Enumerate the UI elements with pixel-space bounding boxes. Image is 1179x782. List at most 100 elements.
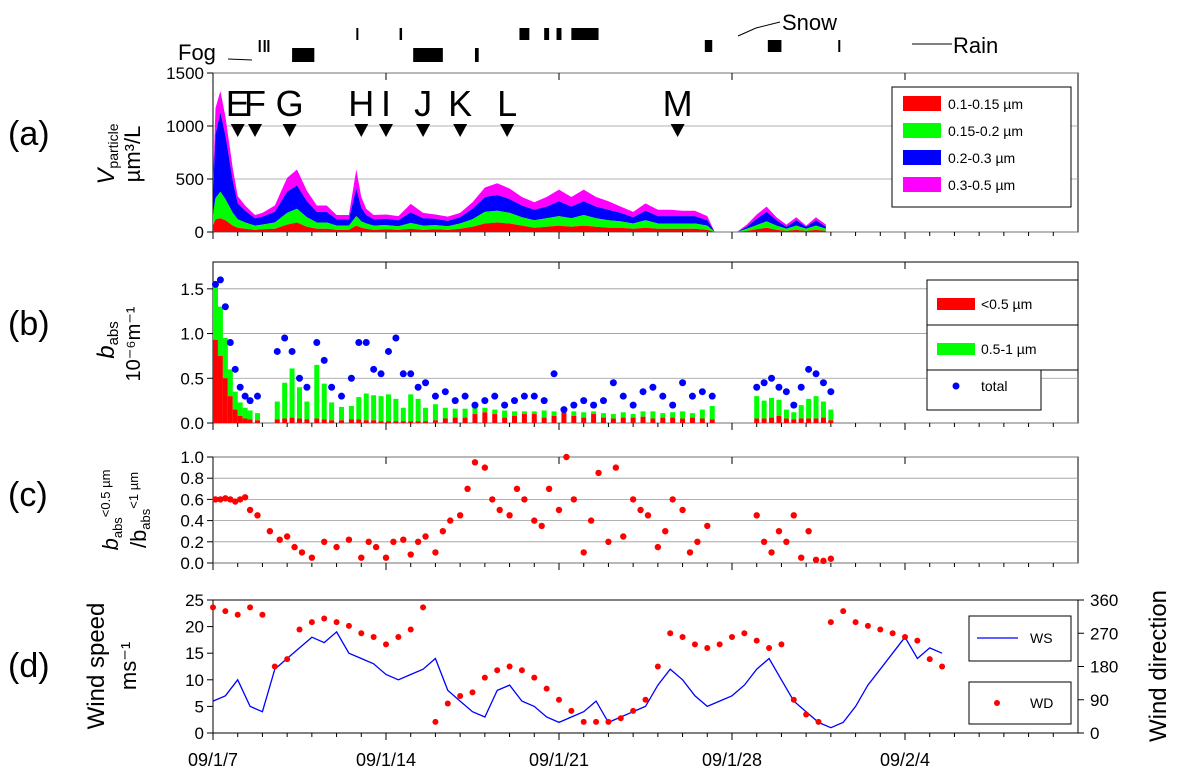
y2-tick-label: 0 xyxy=(1090,724,1099,743)
panel-label: (c) xyxy=(8,476,48,514)
bar-0.5-1um xyxy=(393,398,399,422)
bar-lt-0.5um xyxy=(227,396,233,423)
point-wind-direction xyxy=(259,611,266,618)
y-tick-label: 10 xyxy=(185,671,204,690)
point-ratio xyxy=(538,522,545,530)
point-ratio xyxy=(686,549,694,556)
point-ratio xyxy=(439,528,447,535)
legend-label: <0.5 µm xyxy=(981,296,1032,312)
bar-0.5-1um xyxy=(363,393,369,421)
bar-0.5-1um xyxy=(217,306,223,356)
point-ratio xyxy=(246,506,254,514)
weather-event-fog xyxy=(356,28,359,40)
point-wind-direction xyxy=(234,611,241,618)
bar-lt-0.5um xyxy=(776,415,782,423)
bar-lt-0.5um xyxy=(348,419,354,423)
point-ratio xyxy=(241,494,249,501)
bar-0.5-1um xyxy=(385,394,391,422)
weather-event-fog xyxy=(556,28,562,40)
area-series-2 xyxy=(213,112,826,232)
panel-a: 0 500 1000 1500 EF G H I J K L M 0.1-0.15 µm 0.15-0.2… xyxy=(8,64,1079,242)
point-wind-direction xyxy=(580,718,587,725)
bar-0.5-1um xyxy=(232,391,238,410)
bar-0.5-1um xyxy=(289,368,295,418)
bar-lt-0.5um xyxy=(314,418,320,423)
point-total xyxy=(619,392,627,400)
point-total xyxy=(827,388,835,396)
point-ratio xyxy=(471,459,479,466)
point-ratio xyxy=(775,528,783,535)
point-total xyxy=(303,383,311,391)
point-ratio xyxy=(644,512,652,519)
bar-lt-0.5um xyxy=(541,417,547,423)
x-tick-label: 09/1/21 xyxy=(529,750,589,770)
point-wind-direction xyxy=(593,718,600,725)
point-wind-direction xyxy=(889,630,896,637)
area-series-3 xyxy=(213,91,826,232)
point-total xyxy=(407,370,415,378)
plot-frame xyxy=(212,456,1079,564)
bar-0.5-1um xyxy=(304,401,310,420)
point-wind-direction xyxy=(827,619,834,626)
point-ratio xyxy=(365,538,372,545)
event-letter: G xyxy=(276,83,304,124)
point-ratio xyxy=(212,496,219,503)
x-tick-labels: 09/1/7 09/1/14 09/1/21 09/1/28 09/2/4 xyxy=(188,750,930,770)
event-marker-triangle xyxy=(230,124,245,137)
point-total xyxy=(338,392,346,400)
bar-0.5-1um xyxy=(242,407,248,419)
point-ratio xyxy=(620,533,627,540)
bar-0.5-1um xyxy=(400,407,406,422)
bar-lt-0.5um xyxy=(820,417,826,423)
y-tick-label: 1500 xyxy=(166,64,204,83)
bar-lt-0.5um xyxy=(304,419,310,423)
point-total xyxy=(392,334,400,342)
panel-d: 0 5 10 15 20 25 0 90 180 270 360 WS WD (d) Wind speed m… xyxy=(8,590,1172,743)
point-total xyxy=(231,365,239,373)
legend-swatch xyxy=(937,298,975,310)
y-axis-label: Vparticle xyxy=(93,123,121,184)
bar-0.5-1um xyxy=(415,398,421,422)
point-ratio xyxy=(382,554,390,561)
point-wind-direction xyxy=(543,685,550,692)
bar-lt-0.5um xyxy=(212,339,218,423)
point-ratio xyxy=(820,557,827,565)
point-ratio xyxy=(612,464,620,471)
bar-lt-0.5um xyxy=(502,417,508,423)
y-tick-label: 20 xyxy=(185,618,204,637)
point-ratio xyxy=(227,496,234,503)
bar-0.5-1um xyxy=(783,409,789,419)
weather-event-snow xyxy=(704,40,713,52)
bar-lt-0.5um xyxy=(339,420,345,423)
point-wind-direction xyxy=(778,641,785,648)
point-total xyxy=(422,379,430,387)
bar-0.5-1um xyxy=(640,411,646,417)
point-total xyxy=(328,383,336,391)
bar-0.5-1um xyxy=(828,409,834,421)
point-wind-direction xyxy=(395,633,402,640)
point-ratio xyxy=(513,485,521,492)
point-ratio xyxy=(236,496,244,503)
point-total xyxy=(760,379,768,387)
point-total xyxy=(461,392,469,400)
point-total xyxy=(609,379,617,387)
point-wind-direction xyxy=(383,641,389,648)
point-wind-direction xyxy=(654,663,661,670)
bar-lt-0.5um xyxy=(610,418,616,423)
bar-0.5-1um xyxy=(813,396,819,419)
bar-0.5-1um xyxy=(591,411,597,415)
bar-lt-0.5um xyxy=(254,420,260,423)
event-letter: E xyxy=(226,83,250,124)
bar-lt-0.5um xyxy=(670,417,676,423)
bar-lt-0.5um xyxy=(769,417,775,423)
bar-0.5-1um xyxy=(339,406,345,421)
point-wind-direction xyxy=(704,645,711,652)
point-wind-direction xyxy=(753,637,760,644)
point-total xyxy=(679,379,687,387)
point-ratio xyxy=(798,554,805,561)
bar-lt-0.5um xyxy=(754,418,760,423)
bar-lt-0.5um xyxy=(242,418,248,423)
legend-swatch-dot xyxy=(952,382,960,390)
weather-event-fog xyxy=(519,28,530,40)
point-total xyxy=(273,347,281,355)
